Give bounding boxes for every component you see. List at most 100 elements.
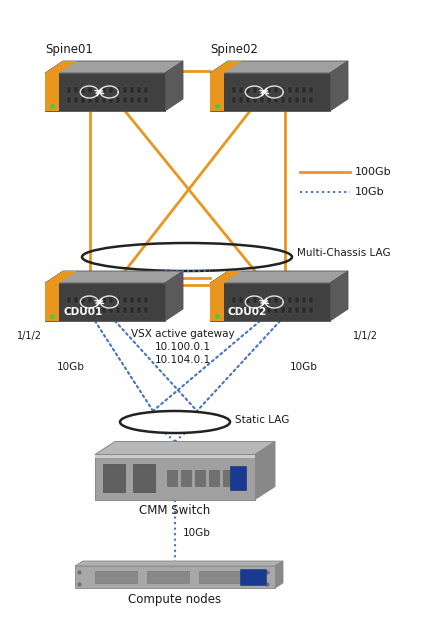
Polygon shape xyxy=(109,297,113,303)
Polygon shape xyxy=(281,297,285,303)
Polygon shape xyxy=(302,97,306,103)
Polygon shape xyxy=(210,61,348,73)
Polygon shape xyxy=(88,97,92,103)
Text: Static LAG: Static LAG xyxy=(235,415,289,425)
Text: 10Gb: 10Gb xyxy=(183,528,211,538)
Polygon shape xyxy=(274,87,278,93)
Polygon shape xyxy=(88,307,92,313)
Polygon shape xyxy=(81,307,85,313)
Polygon shape xyxy=(309,307,313,313)
Polygon shape xyxy=(274,297,278,303)
Polygon shape xyxy=(232,297,236,303)
Polygon shape xyxy=(109,307,113,313)
Polygon shape xyxy=(288,297,292,303)
Polygon shape xyxy=(95,307,99,313)
Text: 10Gb: 10Gb xyxy=(57,362,85,372)
Polygon shape xyxy=(267,97,271,103)
Polygon shape xyxy=(123,297,127,303)
Polygon shape xyxy=(45,283,59,321)
Polygon shape xyxy=(288,97,292,103)
Polygon shape xyxy=(130,97,134,103)
Polygon shape xyxy=(210,271,242,283)
Polygon shape xyxy=(74,97,78,103)
Polygon shape xyxy=(123,87,127,93)
Polygon shape xyxy=(246,87,250,93)
Polygon shape xyxy=(302,87,306,93)
Polygon shape xyxy=(95,571,137,583)
Polygon shape xyxy=(116,307,120,313)
Polygon shape xyxy=(232,307,236,313)
Polygon shape xyxy=(102,307,106,313)
Polygon shape xyxy=(88,297,92,303)
Polygon shape xyxy=(240,569,266,585)
Polygon shape xyxy=(246,297,250,303)
Text: Spine01: Spine01 xyxy=(45,43,93,56)
Polygon shape xyxy=(210,73,224,111)
Polygon shape xyxy=(144,297,148,303)
Polygon shape xyxy=(95,297,99,303)
Polygon shape xyxy=(137,97,141,103)
Polygon shape xyxy=(109,97,113,103)
Polygon shape xyxy=(116,297,120,303)
Polygon shape xyxy=(281,97,285,103)
Text: 10.104.0.1: 10.104.0.1 xyxy=(154,355,210,365)
Polygon shape xyxy=(102,297,106,303)
Polygon shape xyxy=(147,571,189,583)
Polygon shape xyxy=(210,283,330,321)
Polygon shape xyxy=(133,463,155,492)
Polygon shape xyxy=(95,87,99,93)
Polygon shape xyxy=(260,307,264,313)
Polygon shape xyxy=(67,87,71,93)
Polygon shape xyxy=(81,297,85,303)
Polygon shape xyxy=(45,271,183,283)
Polygon shape xyxy=(74,87,78,93)
Polygon shape xyxy=(67,97,71,103)
Polygon shape xyxy=(45,271,77,283)
Polygon shape xyxy=(67,307,71,313)
Polygon shape xyxy=(281,307,285,313)
Polygon shape xyxy=(95,442,275,454)
Polygon shape xyxy=(144,87,148,93)
Polygon shape xyxy=(102,97,106,103)
Polygon shape xyxy=(239,297,243,303)
Polygon shape xyxy=(210,61,242,73)
Polygon shape xyxy=(109,87,113,93)
Polygon shape xyxy=(88,87,92,93)
Text: 10.100.0.1: 10.100.0.1 xyxy=(155,342,210,352)
Polygon shape xyxy=(165,271,183,321)
Polygon shape xyxy=(267,297,271,303)
Polygon shape xyxy=(230,466,246,490)
Polygon shape xyxy=(130,307,134,313)
Polygon shape xyxy=(67,297,71,303)
Polygon shape xyxy=(281,87,285,93)
Polygon shape xyxy=(75,566,275,588)
Polygon shape xyxy=(267,87,271,93)
Polygon shape xyxy=(274,307,278,313)
Polygon shape xyxy=(74,307,78,313)
Polygon shape xyxy=(232,97,236,103)
Text: Compute nodes: Compute nodes xyxy=(128,593,222,606)
Polygon shape xyxy=(302,297,306,303)
Polygon shape xyxy=(95,454,255,458)
Text: 10Gb: 10Gb xyxy=(355,187,384,197)
Polygon shape xyxy=(45,73,165,111)
Polygon shape xyxy=(295,97,299,103)
Polygon shape xyxy=(144,307,148,313)
Text: VSX active gateway: VSX active gateway xyxy=(131,329,234,339)
Polygon shape xyxy=(130,87,134,93)
Polygon shape xyxy=(123,97,127,103)
Polygon shape xyxy=(267,307,271,313)
Polygon shape xyxy=(195,470,205,485)
Polygon shape xyxy=(116,97,120,103)
Polygon shape xyxy=(137,297,141,303)
Text: 1/1/2: 1/1/2 xyxy=(353,331,378,341)
Text: Spine02: Spine02 xyxy=(210,43,258,56)
Polygon shape xyxy=(45,73,59,111)
Polygon shape xyxy=(255,442,275,499)
Text: 100Gb: 100Gb xyxy=(355,167,392,177)
Polygon shape xyxy=(223,470,233,485)
Polygon shape xyxy=(253,97,257,103)
Polygon shape xyxy=(260,297,264,303)
Polygon shape xyxy=(167,470,177,485)
Polygon shape xyxy=(309,87,313,93)
